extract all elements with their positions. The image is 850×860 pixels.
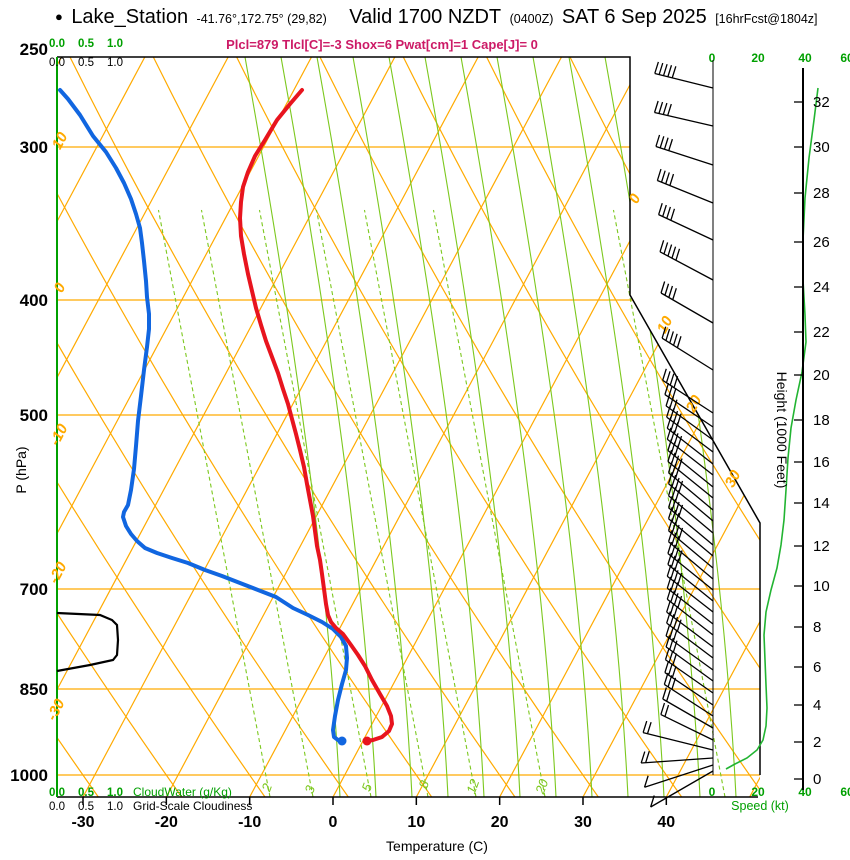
station-coords: -41.76°,172.75° (29,82) [196,12,327,26]
height-tick-label: 16 [813,454,830,471]
speed-scale-bottom: 60 [840,785,850,799]
speed-axis-title: Speed (kt) [731,799,789,813]
dewpoint-surface-dot [337,736,347,746]
height-tick-label: 32 [813,94,830,111]
temperature-tick-label: 40 [657,814,675,831]
cloudwater-scale-top: 0.0 [49,38,65,50]
cloudwater-label: CloudWater (g/Kg) [133,785,232,799]
height-tick-label: 14 [813,495,830,512]
gridscale-scale-top: 0.5 [78,57,94,69]
temperature-tick-label: 10 [407,814,425,831]
wind-speed-curve [725,87,819,770]
grid-lines [57,57,760,797]
height-tick-label: 4 [813,697,821,714]
cloudwater-scale-bottom: 0.0 [49,787,65,799]
chart-title: ● Lake_Station -41.76°,172.75° (29,82) V… [55,6,850,29]
pressure-tick-label: 250 [20,40,48,59]
valid-date: SAT 6 Sep 2025 [561,6,707,28]
pressure-tick-label: 1000 [10,766,48,785]
temperature-surface-dot [362,736,372,746]
speed-scale-bottom: 0 [709,785,716,799]
cloudwater-scale-bottom: 1.0 [107,787,123,799]
mixing-ratio-label: 3 [301,783,318,796]
speed-scale-top: 40 [798,51,812,65]
gridscale-scale-bottom: 0.0 [49,801,65,813]
isotherm-label: 10 [49,129,72,152]
isotherm-label: -10 [46,421,71,449]
height-tick-label: 8 [813,619,821,636]
mixing-ratio-label: 12 [463,776,482,795]
pressure-axis-title: P (hPa) [13,446,29,493]
height-tick-label: 10 [813,578,830,595]
height-tick-label: 6 [813,659,821,676]
mixing-ratio-label: 2 [258,781,275,795]
speed-scale-bottom: 40 [798,785,812,799]
pressure-tick-label: 700 [20,580,48,599]
mixing-ratio-label: 5 [358,781,375,794]
speed-scale-top: 20 [751,51,765,65]
pressure-tick-label: 500 [20,406,48,425]
isotherm-label: 30 [722,467,745,490]
station-bullet-icon: ● [55,9,63,24]
height-tick-label: 22 [813,324,830,341]
wind-barbs [640,61,714,808]
gridscale-label: Grid-Scale Cloudiness [133,799,252,813]
speed-scale-bottom: 20 [751,785,765,799]
temperature-axis-title: Temperature (C) [386,838,488,854]
cloudwater-scale-top: 0.5 [78,38,95,50]
pressure-tick-label: 400 [20,291,48,310]
pressure-tick-label: 850 [20,680,48,699]
stability-indices-line: Plcl=879 Tlcl[C]=-3 Shox=6 Pwat[cm]=1 Ca… [226,37,538,52]
temperature-tick-label: 20 [491,814,509,831]
speed-scale-top: 0 [709,51,716,65]
plot-border [57,56,761,798]
cloudwater-scale-top: 1.0 [107,38,123,50]
temperature-tick-label: -20 [155,814,178,831]
cloud-water-profile [56,611,120,673]
gridscale-scale-top: 1.0 [107,57,123,69]
height-tick-label: 0 [813,771,821,788]
gridscale-scale-bottom: 0.5 [78,801,94,813]
height-tick-label: 26 [813,234,830,251]
temperature-tick-label: 30 [574,814,592,831]
temperature-tick-label: -10 [238,814,261,831]
gridscale-scale-top: 0.0 [49,57,65,69]
forecast-info: [16hrFcst@1804z] [715,12,818,26]
height-tick-label: 2 [813,734,821,751]
temperature-tick-label: -30 [71,814,94,831]
isotherm-label: -20 [45,559,70,587]
isotherm-label: 10 [654,313,677,336]
dewpoint-curve [58,88,349,743]
isotherm-label: 0 [51,280,70,296]
station-name: Lake_Station [71,6,189,28]
valid-time-z: (0400Z) [509,12,554,26]
isotherm-label: 0 [626,191,645,207]
height-tick-label: 30 [813,139,830,156]
height-tick-label: 18 [813,412,830,429]
gridscale-scale-bottom: 1.0 [107,801,123,813]
mixing-ratio-label: 8 [415,778,432,791]
height-axis-title: Height (1000 Feet) [774,372,790,489]
height-tick-label: 28 [813,185,830,202]
speed-scale-top: 60 [840,51,850,65]
temperature-tick-label: 0 [329,814,338,831]
temperature-curve [238,88,394,743]
mixing-ratio-label: 20 [532,776,552,796]
height-tick-label: 12 [813,538,830,555]
valid-time: Valid 1700 NZDT [349,6,502,28]
height-tick-label: 20 [813,367,830,384]
isotherm-label: -30 [43,696,68,724]
cloudwater-scale-bottom: 0.5 [78,787,95,799]
height-tick-label: 24 [813,279,830,296]
pressure-tick-label: 300 [20,138,48,157]
